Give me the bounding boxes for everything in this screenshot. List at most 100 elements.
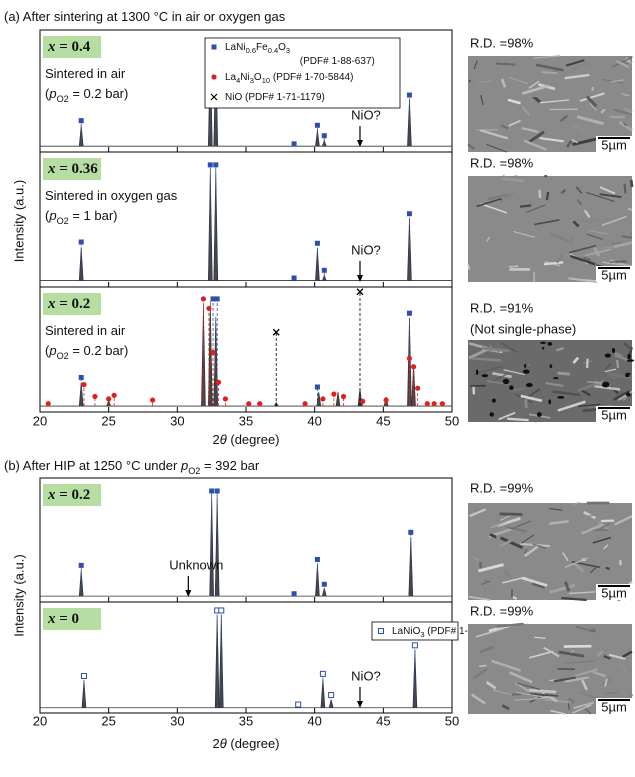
micrograph-texture [601,215,627,227]
marker [411,642,418,649]
micrograph-texture [568,591,596,595]
micrograph-texture [473,60,478,70]
micrograph-texture [545,698,571,704]
micrograph-pore [547,342,553,346]
micrograph-texture [499,177,525,183]
micrograph-texture [538,189,542,199]
legend-box [204,37,401,109]
micrograph-texture [572,704,592,714]
marker [415,385,421,391]
micrograph-texture [503,369,525,376]
x-tick-label: 40 [307,413,321,428]
micrograph-texture [591,86,594,91]
micrograph-texture [477,563,504,573]
micrograph-texture [597,522,611,531]
micrograph-texture [471,693,486,705]
sample-label-bg [43,293,101,315]
micrograph-texture [528,650,554,659]
micrograph-texture [480,94,484,106]
micrograph-texture [508,119,522,127]
sample-label: x = 0.2 [47,487,90,503]
micrograph-texture [524,93,541,98]
micrograph-texture [548,583,576,594]
micrograph-texture [617,390,633,401]
sample-label-bg [43,484,101,506]
micrograph-texture [509,671,533,684]
scale-bar-label: 5µm [601,585,627,600]
micrograph-texture [473,365,503,376]
marker [295,701,302,708]
legend-label: NiO (PDF# 1-71-1179) [225,92,325,103]
micrograph-texture [565,660,595,665]
marker [406,310,412,316]
micrograph-texture [521,576,548,587]
micrograph-texture [481,580,490,586]
micrograph-texture [592,246,601,257]
marker [291,591,297,597]
micrograph-texture [560,114,569,123]
marker [215,379,222,385]
x-tick-label: 35 [239,713,253,728]
annotation-arrowhead [356,140,363,147]
micrograph-texture [528,80,540,89]
micrograph-texture [490,521,506,529]
x-axis-label: 2θ (degree) [212,736,279,751]
marker [78,562,84,568]
micrograph-texture [587,509,615,517]
micrograph-texture [507,98,521,105]
micrograph-texture [583,209,591,218]
micrograph-pore [491,398,496,403]
micrograph-texture [500,78,507,88]
marker [106,396,112,402]
micrograph-texture [532,582,545,589]
marker [80,673,87,679]
micrograph-texture [549,519,569,525]
marker [213,162,219,168]
micrograph-texture [501,704,510,711]
micrograph-texture [581,523,604,535]
micrograph-texture [521,106,531,116]
marker [340,393,347,400]
micrograph-texture [564,581,571,592]
micrograph-texture [572,220,580,228]
marker [206,305,212,312]
micrograph-texture [602,544,609,550]
panel-frame [39,601,453,714]
marker [214,296,220,302]
micrograph-texture [520,394,543,403]
micrograph-texture [499,536,524,550]
micrograph-texture [605,566,611,570]
scale-bar-label: 5µm [601,137,627,152]
micrograph-texture [514,698,540,701]
scale-bar-bg [596,698,632,714]
micrograph-texture [579,92,605,102]
x-tick-label: 30 [170,713,184,728]
micrograph-texture [605,363,612,370]
micrograph-texture [592,536,612,544]
micrograph-texture [573,701,594,710]
micrograph-texture [565,59,585,67]
marker [328,692,335,699]
micrograph-texture [549,507,563,511]
micrograph-texture [492,138,498,146]
micrograph-texture [571,139,578,144]
micrograph-texture [629,179,634,188]
micrograph-texture [614,353,629,362]
micrograph-texture [623,183,627,194]
legend-box [371,621,459,641]
marker [210,296,216,302]
marker [200,296,207,302]
marker [45,401,51,407]
micrograph-texture [570,254,596,266]
micrograph-texture [553,676,577,683]
micrograph-texture [569,244,597,254]
micrograph-texture [527,388,541,398]
marker [406,211,412,217]
annotation: NiO? [351,242,381,257]
micrograph-texture [523,548,528,554]
micrograph-label: R.D. =98% [470,35,534,50]
micrograph-texture [600,108,606,114]
micrograph-texture [622,650,633,658]
micrograph-texture [558,650,585,658]
